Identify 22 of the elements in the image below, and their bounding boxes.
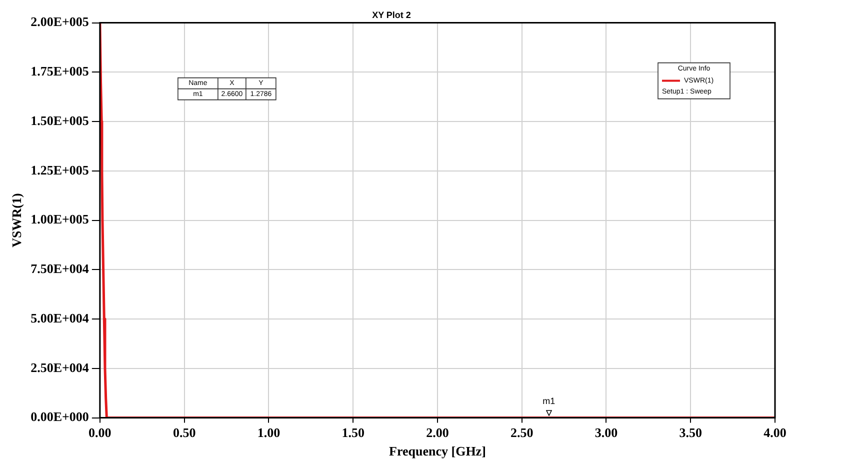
y-tick-label: 1.75E+005 (30, 64, 90, 79)
y-tick-label: 1.50E+005 (30, 112, 90, 128)
annotation: m1 (542, 396, 556, 406)
x-tick-label: 2.00 (426, 424, 449, 440)
x-tick-label: 0.00 (88, 424, 112, 440)
y-tick-label: 1.25E+005 (30, 162, 90, 178)
y-tick-label: 2.50E+004 (30, 360, 90, 375)
y-tick-label: 7.50E+004 (30, 261, 90, 276)
x-axis-title: Frequency [GHz] (389, 444, 486, 459)
x-tick-label: 4.00 (764, 424, 786, 440)
y-tick-label: 2.00E+005 (30, 14, 90, 30)
chart-title: XY Plot 2 (372, 10, 411, 20)
x-tick-label: 1.50 (342, 424, 364, 440)
x-tick-label: 3.00 (594, 424, 618, 440)
x-tick-label: 2.50 (510, 424, 534, 440)
y-axis-title: VSWR(1) (9, 193, 24, 248)
x-tick-label: 3.50 (679, 424, 702, 440)
y-tick-label: 0.00E+000 (30, 409, 89, 424)
y-tick-label: 1.00E+005 (30, 212, 90, 227)
x-tick-label: 1.00 (257, 424, 280, 440)
x-tick-label: 0.50 (172, 424, 196, 440)
y-tick-label: 5.00E+004 (30, 310, 90, 326)
